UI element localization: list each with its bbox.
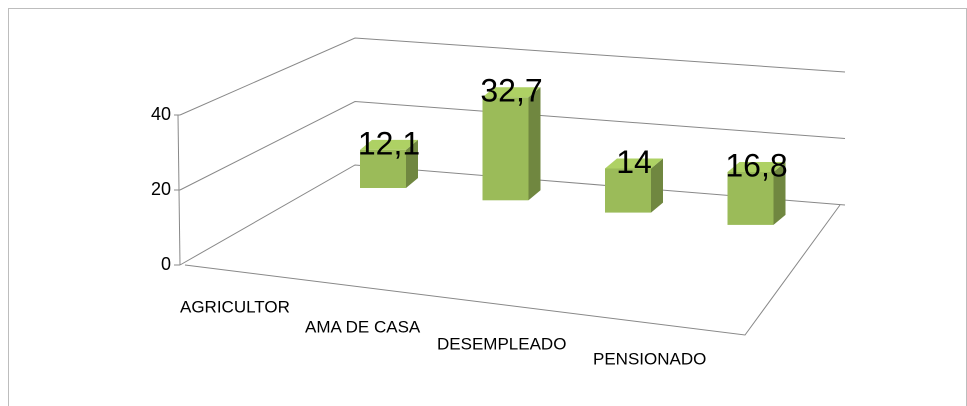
bar-side — [528, 87, 541, 201]
bar — [605, 168, 651, 213]
x-tick-label: PENSIONADO — [593, 349, 706, 368]
bar-side — [406, 139, 418, 188]
bar-top — [727, 161, 786, 172]
bar — [482, 97, 529, 201]
bar-top — [605, 158, 663, 169]
grid-line — [179, 100, 846, 191]
value-label: 14 — [616, 144, 652, 180]
x-tick-label: DESEMPLEADO — [437, 334, 566, 353]
chart-frame — [8, 8, 967, 406]
bar — [360, 149, 406, 188]
value-label: 32,7 — [480, 73, 542, 109]
grid-line — [179, 164, 846, 266]
floor-edge — [184, 204, 841, 336]
y-tick-label: 40 — [151, 104, 171, 124]
bar-top — [482, 87, 541, 98]
bar — [727, 171, 774, 225]
value-label: 12,1 — [358, 125, 420, 161]
y-tick-label: 20 — [151, 179, 171, 199]
value-label: 16,8 — [725, 147, 787, 183]
y-tick-label: 0 — [161, 254, 171, 274]
bar-top — [360, 139, 418, 150]
bar-side — [651, 158, 663, 213]
bar-side — [773, 161, 786, 225]
grid-line — [179, 37, 846, 116]
x-tick-label: AMA DE CASA — [305, 317, 421, 336]
x-tick-label: AGRICULTOR — [180, 297, 290, 316]
